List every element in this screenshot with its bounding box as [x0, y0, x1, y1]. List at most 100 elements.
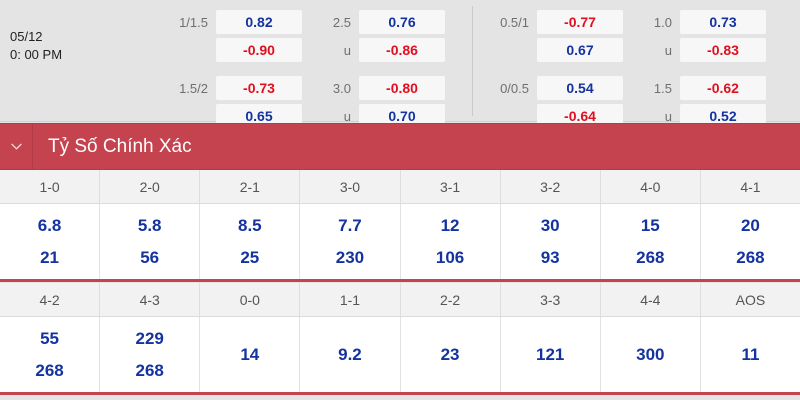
odds-line-label: u: [664, 42, 672, 58]
odds-line-value[interactable]: 0.67: [537, 38, 623, 62]
odds-line[interactable]: 1.5 -0.62: [632, 75, 784, 101]
score-odds-cell[interactable]: 55 268: [0, 317, 101, 392]
score-odds-secondary: 268: [636, 247, 665, 267]
odds-line[interactable]: 1.0 0.73: [632, 9, 784, 35]
score-header-cell: 3-2: [501, 170, 601, 203]
score-odds-primary: 7.7: [338, 215, 362, 235]
score-header-cell: 4-3: [100, 283, 201, 316]
odds-group-over-under-right: 1.0 0.73 u -0.83 1.5 -0.62 u 0.52: [632, 6, 784, 128]
score-odds-secondary: 268: [35, 360, 64, 380]
banner-title: Tỷ Số Chính Xác: [48, 135, 192, 157]
odds-line-label: 3.0: [332, 80, 351, 96]
score-odds-cell[interactable]: 20 268: [701, 204, 800, 279]
score-header-cell: 2-1: [200, 170, 301, 203]
odds-line[interactable]: 0/0.5 0.54: [489, 75, 641, 101]
odds-line-value[interactable]: 0.82: [216, 10, 302, 34]
odds-line[interactable]: 2.5 0.76: [311, 9, 463, 35]
odds-line-value[interactable]: 0.54: [537, 76, 623, 100]
match-time: 0: 00 PM: [10, 47, 63, 62]
score-odds-primary: 121: [536, 344, 565, 364]
score-odds-primary: 5.8: [137, 215, 162, 235]
odds-line[interactable]: -0.90: [168, 37, 320, 63]
score-odds-primary: 12: [440, 215, 460, 235]
odds-line-value[interactable]: 0.76: [359, 10, 445, 34]
score-odds-primary: 20: [740, 215, 760, 235]
odds-line[interactable]: 1.5/2 -0.73: [168, 75, 320, 101]
score-header-row-2: 4-2 4-3 0-0 1-1 2-2 3-3 4-4 AOS: [0, 283, 800, 317]
score-odds-secondary: 230: [335, 247, 365, 267]
score-row-divider: [0, 279, 800, 282]
odds-line-label: 1.5/2: [179, 80, 208, 96]
odds-line-label: 1/1.5: [179, 14, 208, 30]
score-table-bottom-rule: [0, 392, 800, 395]
odds-group-over-under-left: 2.5 0.76 u -0.86 3.0 -0.80 u 0.70: [311, 6, 463, 128]
score-odds-primary: 11: [741, 344, 760, 364]
score-odds-primary: 6.8: [37, 215, 62, 235]
odds-line-value[interactable]: -0.73: [216, 76, 302, 100]
score-header-cell: 4-2: [0, 283, 101, 316]
correct-score-banner: Tỷ Số Chính Xác: [0, 123, 800, 170]
score-odds-primary: 9.2: [338, 344, 362, 364]
score-odds-cell[interactable]: 229 268: [100, 317, 201, 392]
score-odds-cell[interactable]: 14: [200, 317, 301, 392]
odds-line-label: u: [343, 108, 351, 124]
score-odds-cell[interactable]: 9.2: [300, 317, 401, 392]
odds-line-value[interactable]: -0.80: [359, 76, 445, 100]
score-odds-cell[interactable]: 11: [701, 317, 800, 392]
odds-line[interactable]: 0.5/1 -0.77: [489, 9, 641, 35]
score-odds-cell[interactable]: 6.8 21: [0, 204, 101, 279]
score-odds-cell[interactable]: 5.8 56: [100, 204, 201, 279]
score-header-cell: 3-1: [401, 170, 501, 203]
score-odds-primary: 23: [440, 344, 460, 364]
score-odds-secondary: 56: [140, 247, 160, 267]
score-odds-cell[interactable]: 30 93: [501, 204, 601, 279]
score-value-row-2: 55 268 229 268 14 9.2 23 121 300: [0, 317, 800, 392]
score-odds-primary: 229: [135, 328, 164, 348]
odds-line-value[interactable]: -0.90: [216, 38, 302, 62]
score-header-cell: 1-0: [0, 170, 101, 203]
score-header-cell: 3-3: [501, 283, 601, 316]
score-odds-cell[interactable]: 12 106: [401, 204, 501, 279]
odds-line-value[interactable]: -0.83: [680, 38, 766, 62]
score-header-cell: 4-4: [601, 283, 701, 316]
odds-line[interactable]: 1/1.5 0.82: [168, 9, 320, 35]
score-header-cell: 4-1: [740, 178, 761, 195]
odds-line-label: 0.5/1: [500, 14, 529, 30]
score-odds-cell[interactable]: 23: [401, 317, 501, 392]
match-datetime: 05/12 0: 00 PM: [10, 28, 62, 64]
odds-line-value[interactable]: -0.86: [359, 38, 445, 62]
score-odds-cell[interactable]: 8.5 25: [200, 204, 301, 279]
odds-section-divider: [472, 6, 473, 116]
score-row-group-1: 1-0 2-0 2-1 3-0 3-1 3-2 4-0 4-1 6.8 21 5…: [0, 170, 800, 282]
odds-line-value[interactable]: 0.73: [680, 10, 766, 34]
odds-line-label: 1.0: [653, 14, 672, 30]
odds-line-label: 2.5: [332, 14, 351, 30]
score-row-group-2: 4-2 4-3 0-0 1-1 2-2 3-3 4-4 AOS 55 268 2…: [0, 283, 800, 395]
score-odds-primary: 15: [640, 215, 660, 235]
collapse-toggle-button[interactable]: [0, 124, 33, 169]
odds-line-value[interactable]: -0.77: [537, 10, 623, 34]
score-odds-secondary: 25: [240, 247, 260, 267]
score-odds-secondary: 268: [736, 247, 765, 267]
match-date: 05/12: [10, 29, 43, 44]
score-odds-cell[interactable]: 121: [501, 317, 601, 392]
score-odds-primary: 55: [40, 328, 60, 348]
score-header-cell: 3-0: [300, 170, 401, 203]
odds-line[interactable]: u -0.83: [632, 37, 784, 63]
score-odds-primary: 8.5: [237, 215, 262, 235]
odds-line-label: 0/0.5: [500, 80, 529, 96]
score-odds-cell[interactable]: 300: [601, 317, 701, 392]
odds-line-label: u: [343, 42, 351, 58]
odds-line[interactable]: 3.0 -0.80: [311, 75, 463, 101]
score-header-cell: 2-0: [100, 170, 201, 203]
match-odds-header: 05/12 0: 00 PM 1/1.5 0.82 -0.90 1.5/2 -0…: [0, 0, 800, 128]
score-odds-secondary: 21: [40, 247, 60, 267]
score-odds-cell[interactable]: 7.7 230: [300, 204, 401, 279]
odds-line[interactable]: 0.67: [489, 37, 641, 63]
odds-line[interactable]: u -0.86: [311, 37, 463, 63]
odds-group-handicap-right: 0.5/1 -0.77 0.67 0/0.5 0.54 -0.64: [489, 6, 641, 128]
chevron-down-icon: [10, 140, 23, 153]
score-odds-cell[interactable]: 15 268: [601, 204, 701, 279]
score-odds-secondary: 93: [540, 247, 560, 267]
odds-line-value[interactable]: -0.62: [680, 76, 766, 100]
